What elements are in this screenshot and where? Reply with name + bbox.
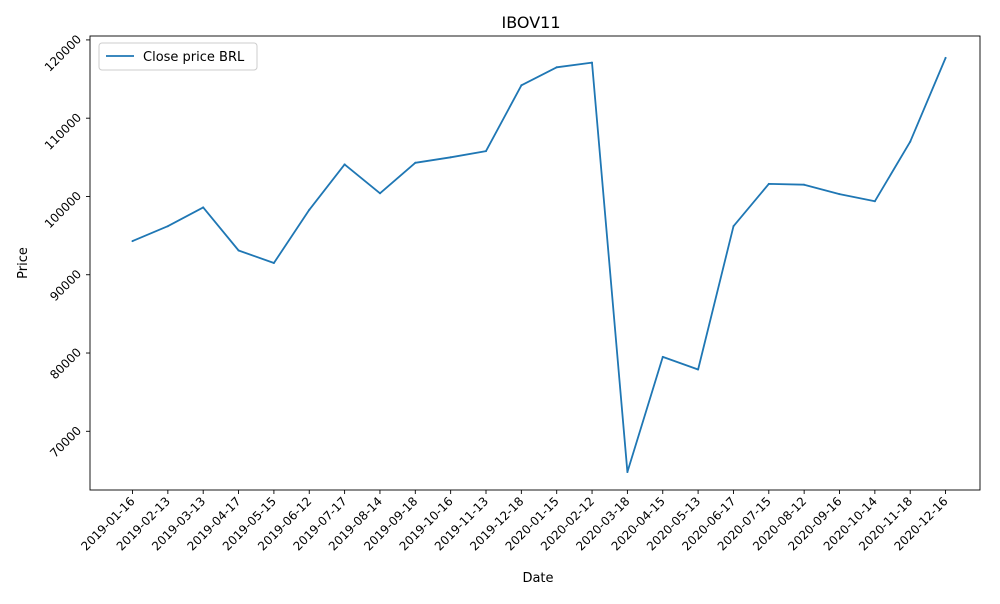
series-line	[132, 57, 947, 473]
legend: Close price BRL	[98, 42, 258, 71]
data-point	[272, 262, 275, 264]
data-point	[449, 156, 452, 159]
data-point	[767, 182, 770, 185]
data-point	[166, 225, 169, 228]
data-point	[838, 193, 841, 196]
data-point	[343, 163, 346, 166]
data-point	[555, 66, 558, 69]
x-axis-label: Date	[522, 571, 553, 586]
legend-label: Close price BRL	[143, 50, 245, 65]
data-point	[414, 161, 417, 164]
data-point	[909, 140, 912, 143]
plot-layer	[131, 56, 947, 473]
plot-frame	[89, 35, 981, 491]
data-point	[661, 355, 664, 358]
data-point	[520, 84, 523, 87]
data-point	[485, 150, 487, 153]
data-point	[803, 183, 806, 186]
data-point	[591, 61, 593, 64]
data-point	[237, 249, 240, 252]
data-point	[626, 471, 629, 473]
data-point	[732, 225, 735, 228]
data-point	[379, 192, 381, 195]
data-point	[308, 208, 311, 211]
data-point	[944, 56, 947, 59]
data-point	[131, 240, 134, 243]
legend-box	[98, 42, 258, 71]
y-axis-label: Price	[16, 247, 31, 279]
data-point	[697, 368, 700, 371]
data-point	[873, 200, 876, 203]
data-point	[202, 206, 205, 209]
chart-title: IBOV11	[501, 13, 560, 32]
